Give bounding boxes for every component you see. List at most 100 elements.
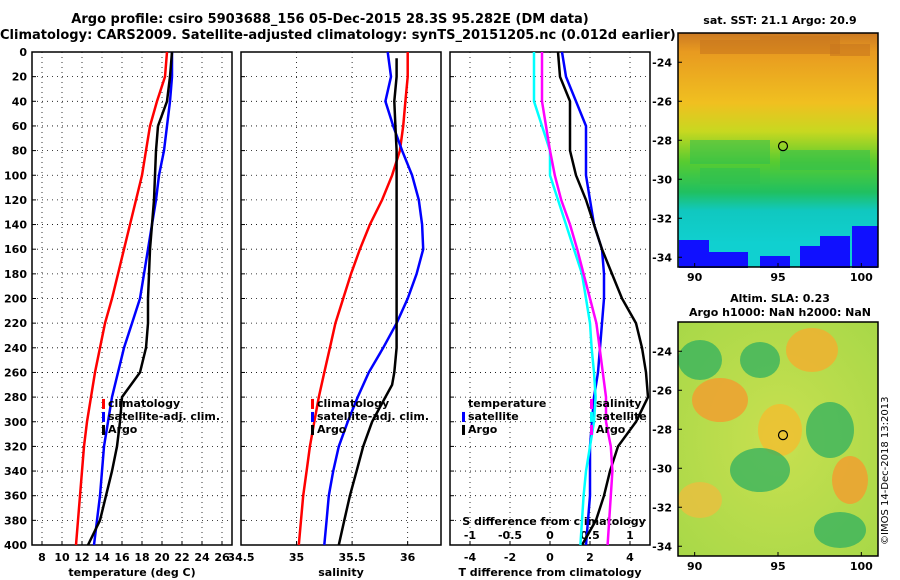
sla-field bbox=[678, 322, 878, 556]
diff-legend-right-label: satellite bbox=[596, 410, 647, 423]
diff-xtick-label: -4 bbox=[464, 551, 477, 564]
diff-legend-right-swatch bbox=[590, 411, 593, 422]
temp-legend-label: satellite-adj. clim. bbox=[108, 410, 220, 423]
sla-map-subtitle: Argo h1000: NaN h2000: NaN bbox=[688, 306, 872, 319]
sla-ytick-label: -30 bbox=[652, 462, 672, 475]
sla-xtick-label: 100 bbox=[850, 560, 873, 573]
sst-ytick-label: -30 bbox=[652, 173, 672, 186]
sst-argo-marker bbox=[777, 141, 789, 152]
sla-low-anomaly bbox=[740, 342, 780, 378]
diff-series-t-argo bbox=[556, 51, 650, 546]
sst-ytick-label: -34 bbox=[652, 251, 672, 264]
sal-xtick-label: 34.5 bbox=[227, 551, 254, 564]
temp-series-satellite-adj--clim- bbox=[92, 52, 174, 546]
sal-legend-label: climatology bbox=[317, 397, 389, 410]
depth-tick-label: 120 bbox=[4, 194, 27, 207]
temp-xtick-label: 20 bbox=[154, 551, 170, 564]
depth-tick-label: 280 bbox=[4, 391, 27, 404]
diff-legend-left-label: satellite bbox=[468, 410, 519, 423]
sla-high-anomaly bbox=[758, 404, 802, 456]
sal-series-climatology bbox=[297, 52, 409, 546]
sal-xtick-label: 35 bbox=[289, 551, 304, 564]
sla-ytick-label: -32 bbox=[652, 501, 672, 514]
depth-tick-label: 380 bbox=[4, 514, 27, 527]
depth-tick-label: 0 bbox=[19, 46, 27, 59]
depth-tick-label: 60 bbox=[12, 120, 28, 133]
temp-xtick-label: 12 bbox=[74, 551, 89, 564]
diff-legend-left-swatch bbox=[462, 424, 465, 435]
sal-xtick-label: 35.5 bbox=[339, 551, 366, 564]
diff-top-tick-label: -0.5 bbox=[498, 529, 522, 542]
sst-mask-patch bbox=[708, 252, 748, 268]
diff-frame bbox=[449, 51, 651, 546]
sla-low-anomaly bbox=[730, 448, 790, 492]
sst-field bbox=[678, 33, 878, 267]
sst-mask-patch bbox=[760, 256, 790, 268]
sal-series-argo bbox=[337, 58, 398, 546]
sst-warm-patch bbox=[700, 40, 760, 54]
diff-series-s-argo bbox=[540, 52, 614, 546]
sla-low-anomaly bbox=[806, 402, 854, 458]
temp-xtick-label: 26 bbox=[214, 551, 230, 564]
sst-map-title: sat. SST: 21.1 Argo: 20.9 bbox=[703, 14, 857, 27]
depth-tick-label: 200 bbox=[4, 293, 27, 306]
sal-legend-swatch bbox=[311, 398, 314, 409]
sst-mask-patch bbox=[820, 236, 850, 268]
sla-high-anomaly bbox=[692, 378, 748, 422]
sal-legend-label: Argo bbox=[317, 423, 347, 436]
sla-ytick-label: -26 bbox=[652, 384, 672, 397]
sst-warm-patch bbox=[830, 44, 870, 56]
sst-xtick-label: 90 bbox=[687, 271, 703, 284]
figure-title-line1: Argo profile: csiro 5903688_156 05-Dec-2… bbox=[71, 12, 589, 27]
sla-high-anomaly bbox=[678, 482, 722, 518]
diff-top-xlabel: S difference from climatology bbox=[462, 515, 646, 528]
sla-frame bbox=[677, 321, 879, 557]
temp-xtick-label: 22 bbox=[174, 551, 189, 564]
sla-xtick-label: 95 bbox=[770, 560, 785, 573]
diff-legend-left-label: Argo bbox=[468, 423, 498, 436]
sst-green-patch bbox=[780, 150, 870, 170]
diff-legend-right-label: Argo bbox=[596, 423, 626, 436]
depth-tick-label: 20 bbox=[12, 71, 28, 84]
temp-series-climatology bbox=[74, 51, 169, 546]
sst-ytick-label: -26 bbox=[652, 95, 672, 108]
sla-ytick-label: -34 bbox=[652, 540, 672, 553]
temp-legend-swatch bbox=[102, 398, 105, 409]
depth-tick-label: 140 bbox=[4, 219, 27, 232]
sst-warm-patch bbox=[760, 36, 840, 54]
sst-mask-patch bbox=[852, 226, 878, 268]
sal-legend-swatch bbox=[311, 424, 314, 435]
temp-legend-label: climatology bbox=[108, 397, 180, 410]
diff-series-t-satellite bbox=[560, 51, 606, 546]
sla-high-anomaly bbox=[786, 328, 838, 372]
depth-tick-label: 360 bbox=[4, 490, 27, 503]
depth-tick-label: 340 bbox=[4, 465, 27, 478]
diff-legend-left-swatch bbox=[462, 398, 465, 409]
temp-legend-swatch bbox=[102, 411, 105, 422]
diff-legend-left-swatch bbox=[462, 411, 465, 422]
sst-green-patch bbox=[700, 168, 760, 184]
temp-xtick-label: 18 bbox=[134, 551, 149, 564]
diff-top-tick-label: -1 bbox=[464, 529, 476, 542]
sst-ytick-label: -28 bbox=[652, 134, 672, 147]
sla-map-title: Altim. SLA: 0.23 bbox=[730, 292, 830, 305]
depth-tick-label: 160 bbox=[4, 243, 27, 256]
depth-tick-label: 400 bbox=[4, 539, 27, 552]
sst-ytick-label: -32 bbox=[652, 212, 672, 225]
diff-series-s-satellite bbox=[532, 52, 597, 546]
temp-series-argo bbox=[86, 51, 174, 546]
sst-green-patch bbox=[690, 140, 770, 164]
sst-mask-patch bbox=[679, 240, 709, 268]
sal-legend-label: satellite-adj. clim. bbox=[317, 410, 429, 423]
diff-legend-right-swatch bbox=[590, 398, 593, 409]
sst-ytick-label: -24 bbox=[652, 56, 672, 69]
diff-xtick-label: -2 bbox=[504, 551, 516, 564]
temp-legend-swatch bbox=[102, 424, 105, 435]
sla-low-anomaly bbox=[678, 340, 722, 380]
imos-credit: ©IMOS 14-Dec-2018 13:2013 bbox=[880, 396, 891, 545]
sal-series-satellite-adj--clim- bbox=[323, 51, 425, 546]
temp-legend-label: Argo bbox=[108, 423, 138, 436]
depth-tick-label: 180 bbox=[4, 268, 27, 281]
diff-top-tick-label: 0 bbox=[546, 529, 554, 542]
